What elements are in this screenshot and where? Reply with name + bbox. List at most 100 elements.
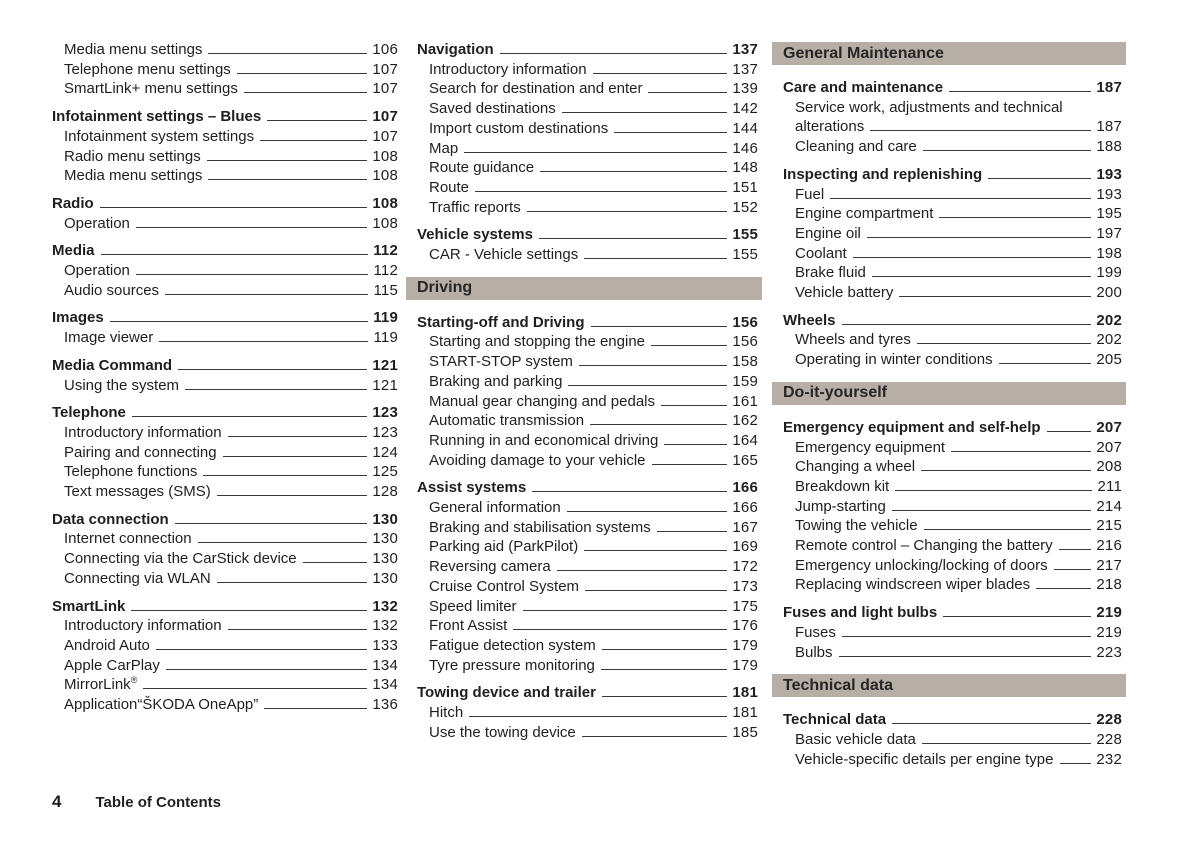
dotted-leader-line: [227, 435, 368, 437]
toc-entry-label: Cleaning and care: [795, 138, 917, 156]
dotted-leader-line: [1058, 549, 1092, 551]
toc-group: Radio 108 Operation 108: [41, 194, 402, 233]
toc-entry: Images 119: [41, 308, 402, 328]
toc-entry: Introductory information 132: [41, 616, 402, 636]
toc-entry-label: SmartLink: [52, 597, 126, 615]
toc-entry-label: Basic vehicle data: [795, 730, 916, 748]
toc-entry-page-number: 165: [732, 451, 758, 469]
toc-entry: Cleaning and care 188: [772, 137, 1126, 157]
toc-entry-page-number: 121: [372, 376, 398, 394]
toc-entry-label: Front Assist: [429, 617, 508, 635]
toc-entry: Avoiding damage to your vehicle 165: [406, 451, 762, 471]
dotted-leader-line: [208, 179, 368, 181]
dotted-leader-line: [206, 159, 368, 161]
toc-entry-page-number: 121: [372, 356, 398, 374]
toc-entry: Telephone 123: [41, 403, 402, 423]
dotted-leader-line: [943, 616, 1092, 618]
toc-entry: Fuses and light bulbs 219: [772, 603, 1126, 623]
dotted-leader-line: [581, 735, 728, 737]
toc-entry: Operating in winter conditions 205: [772, 350, 1126, 370]
toc-entry: Wheels and tyres 202: [772, 330, 1126, 350]
toc-entry-page-number: 218: [1096, 576, 1122, 594]
toc-entry-label: Avoiding damage to your vehicle: [429, 451, 646, 469]
toc-entry-label: Assist systems: [417, 479, 527, 497]
toc-entry-page-number: 133: [372, 636, 398, 654]
toc-entry-wrap-line: Service work, adjustments and technical: [795, 98, 1063, 116]
toc-entry-page-number: 123: [372, 423, 398, 441]
toc-group: Fuses and light bulbs 219 Fuses 219 Bulbs 223: [772, 603, 1126, 662]
toc-entry-label: Brake fluid: [795, 264, 866, 282]
dotted-leader-line: [135, 274, 369, 276]
toc-entry-label: Audio sources: [64, 281, 160, 299]
toc-entry-page-number: 107: [372, 60, 398, 78]
dotted-leader-line: [585, 589, 728, 591]
toc-entry-page-number: 155: [732, 246, 758, 264]
toc-entry-label: Operation: [64, 214, 130, 232]
toc-entry-label: Data connection: [52, 510, 169, 528]
toc-entry-page-number: 156: [732, 313, 758, 331]
toc-entry-label: Route: [429, 178, 470, 196]
toc-entry-label: General information: [429, 499, 561, 517]
toc-entry-page-number: 130: [372, 569, 398, 587]
toc-entry-page-number: 136: [372, 696, 398, 714]
toc-entry-page-number: 228: [1096, 711, 1122, 729]
toc-entry-page-number: 134: [372, 676, 398, 694]
dotted-leader-line: [651, 463, 728, 465]
toc-entry: Bulbs 223: [772, 643, 1126, 663]
toc-entry: Route guidance 148: [406, 158, 762, 178]
toc-entry-label: Changing a wheel: [795, 458, 916, 476]
toc-entry: Operation 108: [41, 214, 402, 234]
toc-entry-label: Automatic transmission: [429, 412, 585, 430]
toc-entry: Data connection 130: [41, 510, 402, 530]
toc-entry-page-number: 124: [372, 443, 398, 461]
toc-entry: Introductory information 123: [41, 423, 402, 443]
toc-entry-page-number: 146: [732, 139, 758, 157]
toc-entry-page-number: 197: [1096, 224, 1122, 242]
dotted-leader-line: [590, 424, 728, 426]
toc-entry-label: Running in and economical driving: [429, 431, 659, 449]
toc-entry: Manual gear changing and pedals 161: [406, 392, 762, 412]
toc-entry: Front Assist 176: [406, 616, 762, 636]
toc-entry: CAR - Vehicle settings 155: [406, 245, 762, 265]
toc-entry: Map 146: [406, 139, 762, 159]
toc-entry-page-number: 223: [1096, 643, 1122, 661]
dotted-leader-line: [143, 688, 368, 690]
dotted-leader-line: [260, 139, 368, 141]
toc-entry-page-number: 130: [372, 510, 398, 528]
toc-entry-label: Connecting via WLAN: [64, 569, 211, 587]
toc-entry-label: Fuel: [795, 185, 825, 203]
toc-entry: Internet connection 130: [41, 529, 402, 549]
toc-entry-label: Introductory information: [64, 617, 222, 635]
toc-group: Assist systems 166 General information 166 B…: [406, 478, 762, 675]
toc-entry-label: Use the towing device: [429, 723, 576, 741]
toc-entry-label: Radio: [52, 194, 94, 212]
toc-entry-page-number: 139: [732, 80, 758, 98]
toc-entry-page-number: 214: [1096, 497, 1122, 515]
toc-entry-page-number: 181: [732, 704, 758, 722]
toc-entry: Wheels 202: [772, 311, 1126, 331]
dotted-leader-line: [866, 236, 1092, 238]
dotted-leader-line: [892, 723, 1092, 725]
toc-entry-label: Using the system: [64, 376, 180, 394]
toc-entry: Connecting via WLAN 130: [41, 569, 402, 589]
toc-group: Media 112 Operation 112 Audio sources 115: [41, 241, 402, 300]
dotted-leader-line: [584, 550, 728, 552]
toc-entry-page-number: 207: [1096, 438, 1122, 456]
section-header-general-maintenance: General Maintenance: [772, 42, 1126, 65]
toc-group: Care and maintenance 187 Service work, adj…: [772, 78, 1126, 157]
toc-entry: Emergency equipment 207: [772, 438, 1126, 458]
toc-entry-page-number: 167: [732, 518, 758, 536]
toc-entry-page-number: 202: [1096, 331, 1122, 349]
toc-entry-page-number: 195: [1096, 205, 1122, 223]
dotted-leader-line: [264, 708, 368, 710]
toc-entry: SmartLink+ menu settings 107: [41, 79, 402, 99]
toc-entry-page-number: 119: [373, 309, 398, 327]
toc-entry: Search for destination and enter 139: [406, 79, 762, 99]
dotted-leader-line: [267, 120, 368, 122]
dotted-leader-line: [208, 53, 368, 54]
toc-entry-label: Technical data: [783, 711, 887, 729]
toc-entry: Emergency unlocking/locking of doors 217: [772, 556, 1126, 576]
toc-entry-page-number: 187: [1096, 79, 1122, 96]
dotted-leader-line: [522, 609, 728, 611]
toc-entry-page-number: 176: [732, 617, 758, 635]
